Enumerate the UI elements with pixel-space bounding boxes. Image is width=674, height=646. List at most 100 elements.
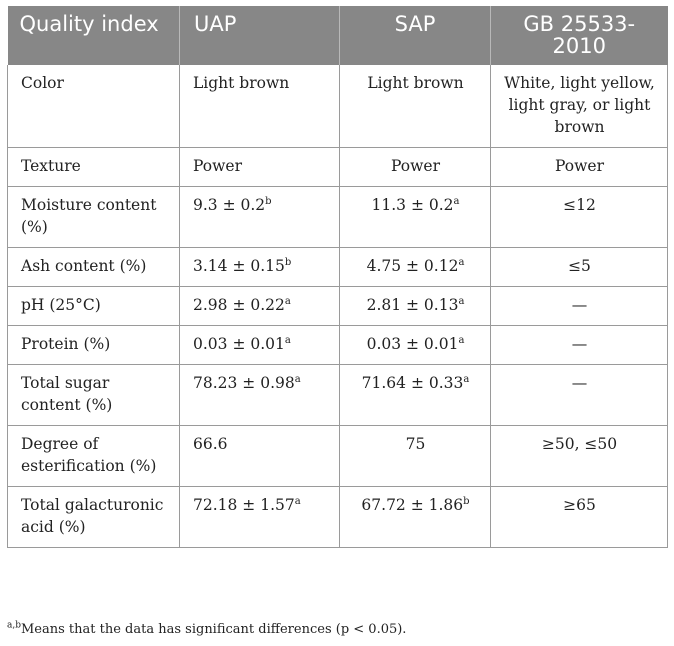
cell-value: Light brown [193,74,290,92]
cell-value: Degree of esterification (%) [21,435,157,475]
significance-superscript: a [284,334,291,346]
significance-superscript: a [453,195,460,207]
table-cell-c1: Protein (%) [7,325,180,365]
table-cell-c2: 72.18 ± 1.57a [179,486,340,548]
table-cell-c3: 4.75 ± 0.12a [339,247,491,287]
table-cell-c3: Light brown [339,65,491,148]
table-cell-c3: 71.64 ± 0.33a [339,364,491,426]
footnote-marker: a,b [7,620,21,631]
cell-value: 11.3 ± 0.2 [371,196,454,214]
table-cell-c4: ≥65 [490,486,668,548]
significance-superscript: a [463,373,470,385]
table-row: Total sugar content (%) 78.23 ± 0.98a 71.6… [7,364,668,426]
significance-superscript: b [463,495,470,507]
table-row: Texture Power Power Power [7,147,668,187]
cell-value: 2.81 ± 0.13 [366,296,459,314]
table-cell-c2: 78.23 ± 0.98a [179,364,340,426]
cell-value: Protein (%) [21,335,111,353]
table-row: Total galacturonic acid (%) 72.18 ± 1.57a… [7,486,668,548]
cell-value: 2.98 ± 0.22 [193,296,285,314]
header-uap: UAP [179,6,340,65]
table-cell-c3: 75 [339,425,491,487]
table-row: Ash content (%) 3.14 ± 0.15b 4.75 ± 0.12a ≤… [7,247,668,287]
cell-value: Ash content (%) [21,257,147,275]
table-cell-c4: ≤5 [490,247,668,287]
cell-value: 78.23 ± 0.98 [193,374,295,392]
cell-value: Light brown [367,74,464,92]
cell-value: 4.75 ± 0.12 [366,257,459,275]
cell-value: ≥50, ≤50 [541,435,618,453]
header-gb-standard: GB 25533-2010 [490,6,668,65]
cell-value: — [571,296,588,314]
table-row: Moisture content (%) 9.3 ± 0.2b 11.3 ± 0.2… [7,186,668,248]
footnote-text: Means that the data has significant diff… [21,622,407,637]
table-footnote: a,bMeans that the data has significant d… [7,620,407,637]
cell-value: 75 [405,435,426,453]
cell-value: Total sugar content (%) [21,374,113,414]
table-cell-c2: 66.6 [179,425,340,487]
cell-value: 9.3 ± 0.2 [193,196,266,214]
table-row: Color Light brown Light brown White, light … [7,65,668,148]
table-cell-c3: Power [339,147,491,187]
table-row: Degree of esterification (%) 66.6 75 ≥50, ≤… [7,425,668,487]
significance-superscript: a [284,295,291,307]
table-cell-c4: ≥50, ≤50 [490,425,668,487]
significance-superscript: a [458,334,465,346]
cell-value: Moisture content (%) [21,196,157,236]
table-cell-c1: Total sugar content (%) [7,364,180,426]
cell-value: 71.64 ± 0.33 [361,374,464,392]
table-row: pH (25°C) 2.98 ± 0.22a 2.81 ± 0.13a — [7,286,668,326]
quality-table-container: Quality index UAP SAP GB 25533-2010 Colo… [7,6,668,548]
table-cell-c1: Total galacturonic acid (%) [7,486,180,548]
cell-value: White, light yellow, light gray, or ligh… [504,74,655,136]
table-header-row: Quality index UAP SAP GB 25533-2010 [7,6,668,65]
table-cell-c3: 67.72 ± 1.86b [339,486,491,548]
table-cell-c1: Ash content (%) [7,247,180,287]
cell-value: Color [21,74,64,92]
cell-value: Power [193,157,242,175]
cell-value: 72.18 ± 1.57 [193,496,295,514]
table-cell-c3: 2.81 ± 0.13a [339,286,491,326]
cell-value: Power [555,157,604,175]
significance-superscript: b [284,256,292,268]
cell-value: ≤5 [568,257,591,275]
table-cell-c2: Power [179,147,340,187]
cell-value: 0.03 ± 0.01 [366,335,459,353]
table-cell-c2: 2.98 ± 0.22a [179,286,340,326]
significance-superscript: a [294,373,301,385]
cell-value: Texture [21,157,81,175]
table-cell-c1: pH (25°C) [7,286,180,326]
table-cell-c4: — [490,325,668,365]
cell-value: Total galacturonic acid (%) [21,496,164,536]
table-cell-c4: Power [490,147,668,187]
table-cell-c2: 0.03 ± 0.01a [179,325,340,365]
significance-superscript: a [458,295,465,307]
significance-superscript: a [458,256,465,268]
header-sap: SAP [339,6,491,65]
cell-value: 66.6 [193,435,228,453]
table-cell-c1: Color [7,65,180,148]
table-cell-c2: 3.14 ± 0.15b [179,247,340,287]
table-cell-c2: Light brown [179,65,340,148]
cell-value: ≥65 [563,496,596,514]
table-cell-c1: Degree of esterification (%) [7,425,180,487]
cell-value: — [571,374,588,392]
cell-value: pH (25°C) [21,296,101,314]
quality-table: Quality index UAP SAP GB 25533-2010 Colo… [7,6,668,548]
table-cell-c4: — [490,286,668,326]
cell-value: Power [391,157,440,175]
cell-value: 0.03 ± 0.01 [193,335,285,353]
table-cell-c4: ≤12 [490,186,668,248]
table-cell-c3: 0.03 ± 0.01a [339,325,491,365]
cell-value: 67.72 ± 1.86 [361,496,464,514]
table-cell-c3: 11.3 ± 0.2a [339,186,491,248]
table-row: Protein (%) 0.03 ± 0.01a 0.03 ± 0.01a — [7,325,668,365]
significance-superscript: a [294,495,301,507]
table-cell-c1: Texture [7,147,180,187]
table-cell-c2: 9.3 ± 0.2b [179,186,340,248]
header-quality-index: Quality index [7,6,180,65]
table-cell-c4: — [490,364,668,426]
cell-value: 3.14 ± 0.15 [193,257,285,275]
table-cell-c1: Moisture content (%) [7,186,180,248]
table-cell-c4: White, light yellow, light gray, or ligh… [490,65,668,148]
